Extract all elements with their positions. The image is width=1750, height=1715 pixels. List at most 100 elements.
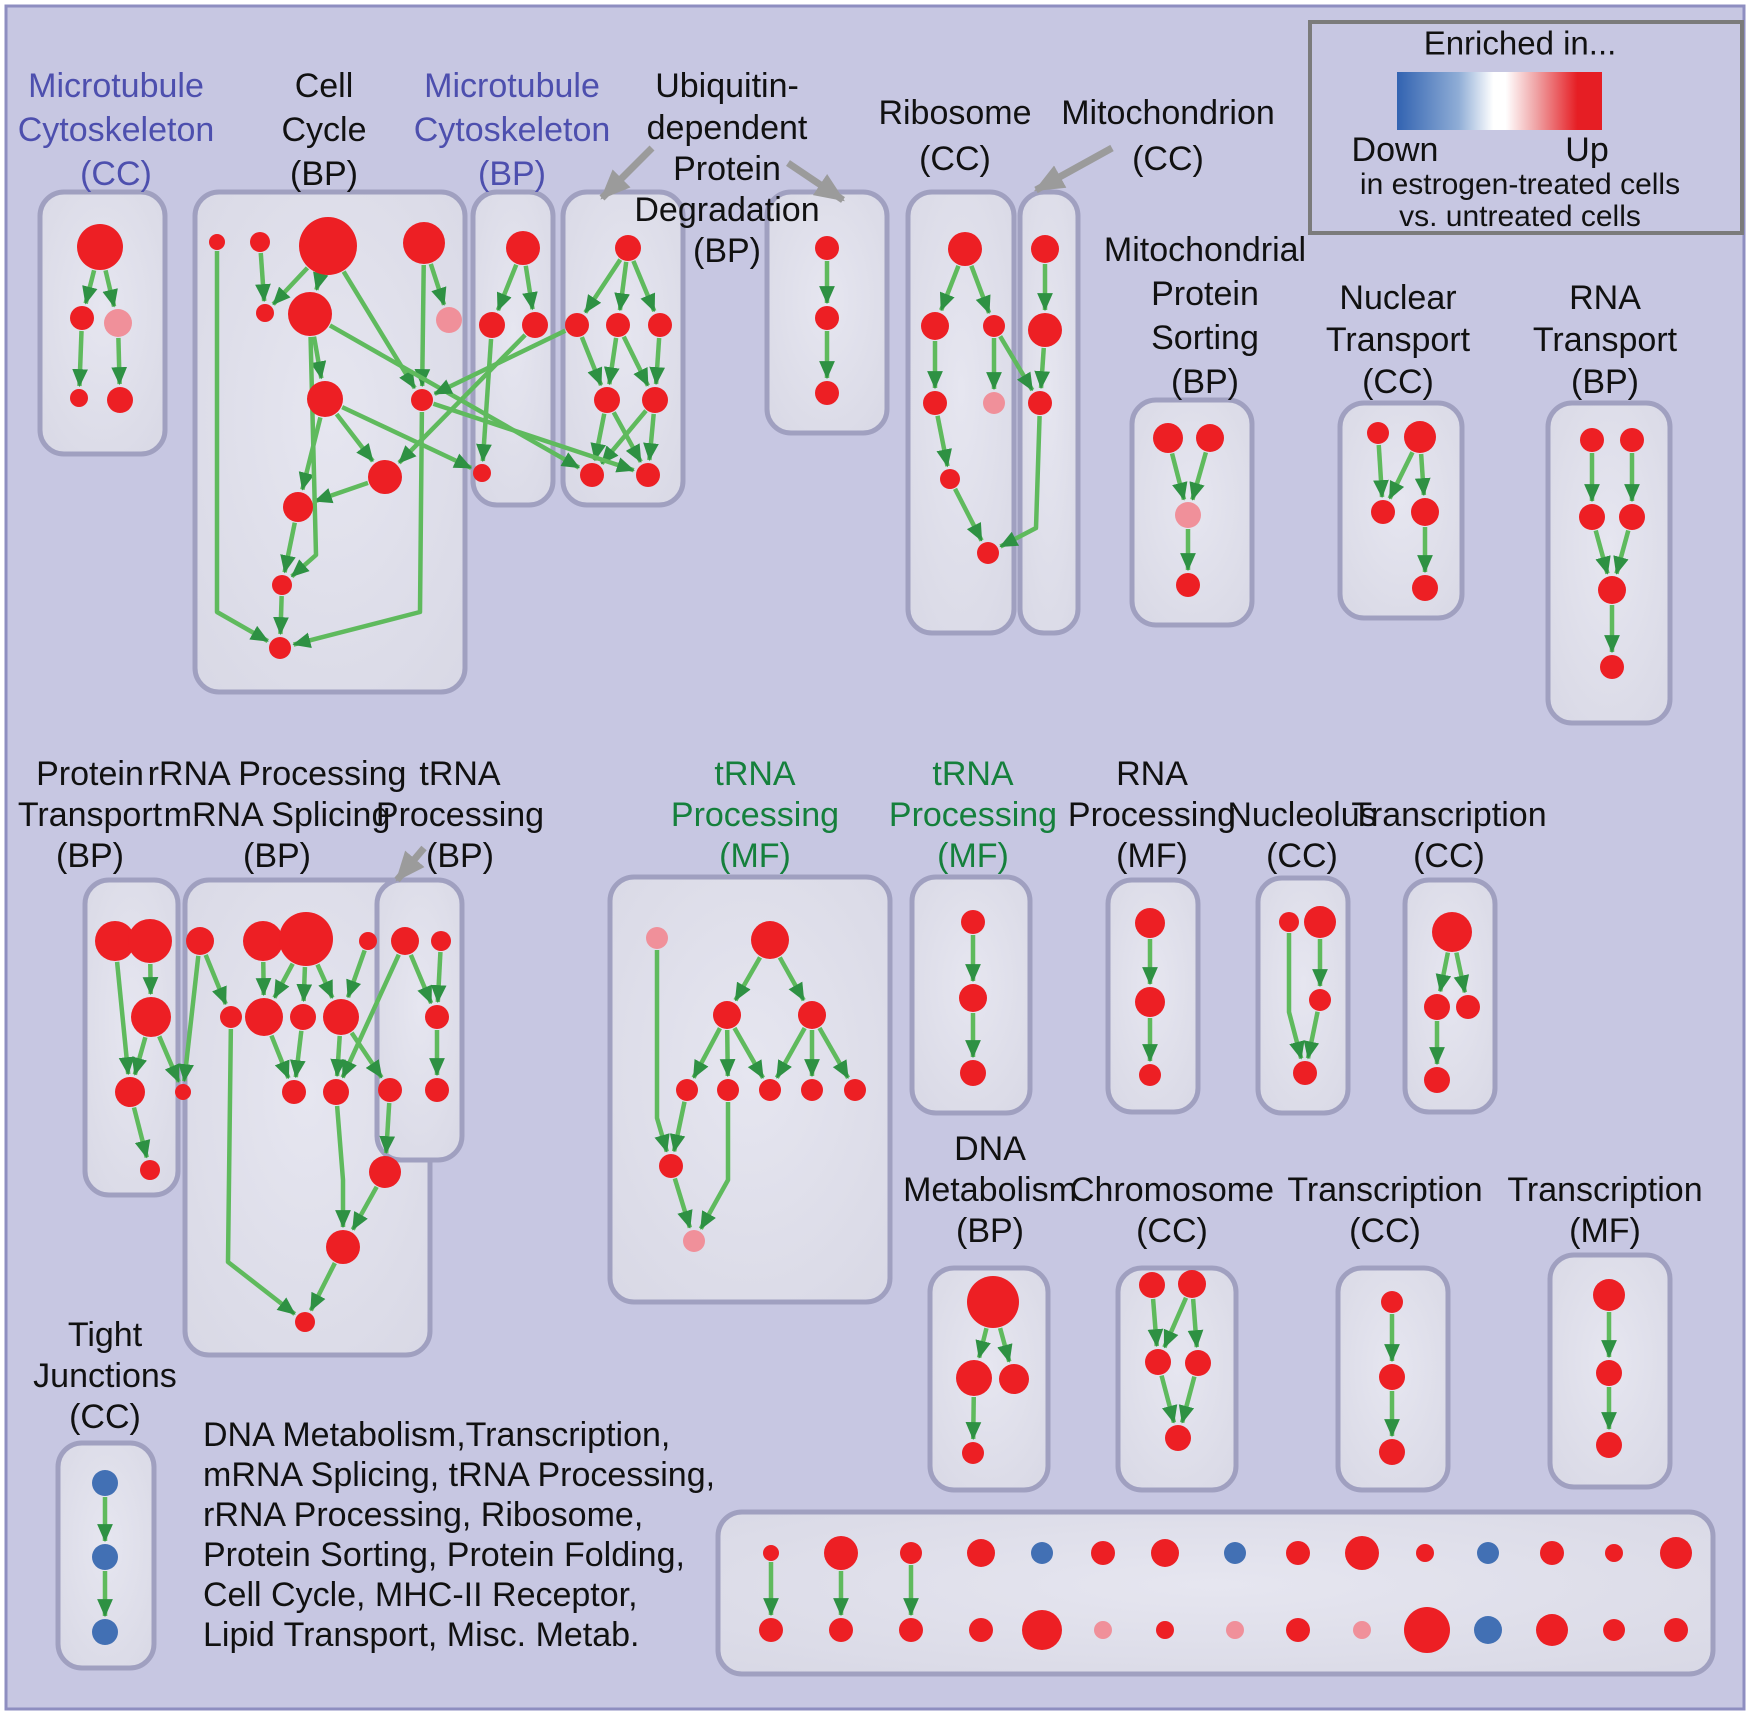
rrna-processing-mrna-splicing-bp-node-g8 [323, 999, 359, 1035]
edge-rrna-processing-mrna-splicing-bp-g3-g6 [272, 962, 295, 999]
rrna-processing-mrna-splicing-bp-node-g3 [279, 912, 333, 966]
mitochondrial-protein-sorting-bp-label: (BP) [1171, 363, 1239, 401]
cell-cycle-bp-node-c9 [411, 389, 433, 411]
tight-junctions-cc-label: (CC) [69, 1398, 141, 1436]
edge-microtubule-cytoskeleton-bp-mb1-mb3 [522, 265, 538, 311]
edge-cross-T4-g11 [379, 1102, 396, 1155]
cell-cycle-bp-label: Cycle [281, 111, 366, 149]
rna-processing-mf-label: Processing [1068, 796, 1236, 834]
misc-cluster-node-mb1 [759, 1618, 783, 1642]
legend-down-label: Down [1352, 131, 1439, 169]
edge-transcription-cc-1-t1-t2 [1435, 952, 1452, 993]
trna-processing-mf-2-node-w2 [959, 984, 987, 1012]
microtubule-cytoskeleton-bp-node-mb2 [479, 312, 505, 338]
transcription-cc-2-node-y1 [1381, 1291, 1403, 1313]
cell-cycle-bp-label: Cell [295, 67, 354, 105]
edge-chromosome-cc-k3-k5 [1159, 1374, 1178, 1424]
trna-processing-mf-1-node-h10 [683, 1230, 705, 1252]
trna-processing-bp-node-T5 [425, 1078, 449, 1102]
trna-processing-bp-node-T3 [425, 1005, 449, 1029]
edge-microtubule-cytoskeleton-cc-B-D [72, 330, 88, 388]
edge-rrna-processing-mrna-splicing-bp-g3-g7 [296, 966, 313, 1003]
edge-trna-processing-mf-1-h4-h9 [669, 1101, 687, 1153]
trna-processing-mf-1-node-h4 [676, 1079, 698, 1101]
edge-dna-metabolism-bp-d1-d3 [997, 1327, 1013, 1363]
protein-transport-bp-label: Protein [36, 755, 144, 793]
mitochondrial-protein-sorting-bp-label: Sorting [1151, 319, 1259, 357]
rrna-processing-mrna-splicing-bp-node-g10 [323, 1079, 349, 1105]
edge-ubiquitin-degradation-bp-1-u1-u3 [614, 261, 630, 312]
misc-cluster-node-mt11 [1416, 1544, 1434, 1562]
dna-metabolism-bp-label: Metabolism [903, 1171, 1077, 1209]
misc-cluster-node-mt6 [1091, 1541, 1115, 1565]
edge-mitochondrial-protein-sorting-bp-p2-p3 [1189, 451, 1209, 501]
edge-rrna-processing-mrna-splicing-bp-g4-g8 [345, 949, 367, 999]
trna-processing-mf-2-label: tRNA [932, 755, 1014, 793]
misc-cluster-node-mt14 [1605, 1544, 1623, 1562]
edge-cross-M3-R7 [999, 415, 1042, 549]
ubiquitin-degradation-bp-2-node-v1 [815, 236, 839, 260]
rna-processing-mf-node-x3 [1139, 1064, 1161, 1086]
edge-ubiquitin-degradation-bp-1-u2-u5 [579, 336, 604, 387]
rna-transport-bp-node-q1 [1580, 428, 1604, 452]
nuclear-transport-cc-label: Nuclear [1339, 279, 1456, 317]
trna-processing-mf-1-node-h7 [801, 1079, 823, 1101]
microtubule-cytoskeleton-bp-label: Cytoskeleton [414, 111, 611, 149]
transcription-mf-node-z1 [1593, 1279, 1625, 1311]
rrna-processing-mrna-splicing-bp-node-g1 [186, 927, 214, 955]
misc-cluster-node-mb4 [969, 1618, 993, 1642]
ubiquitin-degradation-bp-1-label: (BP) [693, 232, 761, 270]
mitochondrion-cc-node-M2 [1028, 313, 1062, 347]
microtubule-cytoskeleton-bp-label: Microtubule [424, 67, 600, 105]
mitochondrial-protein-sorting-bp-node-p3 [1175, 502, 1201, 528]
ubiquitin-degradation-bp-1-node-u8 [636, 463, 660, 487]
edge-rna-transport-bp-q3-q5 [1593, 529, 1611, 575]
edge-cell-cycle-bp-c10-c12 [313, 480, 369, 504]
misc-cluster-node-mt8 [1224, 1542, 1246, 1564]
ubiquitin-degradation-bp-1-node-u6 [642, 387, 668, 413]
edge-microtubule-cytoskeleton-cc-C-E [111, 337, 128, 386]
cell-cycle-bp-node-c14 [269, 637, 291, 659]
misc-cluster-node-mt2 [824, 1536, 858, 1570]
cell-cycle-bp-node-c6 [288, 292, 332, 336]
edge-trna-processing-mf-1-h5-h10 [698, 1102, 731, 1230]
ubiquitin-degradation-bp-1-node-u2 [565, 313, 589, 337]
mitochondrial-protein-sorting-bp-node-p4 [1176, 573, 1200, 597]
protein-transport-bp-node-a1 [95, 921, 135, 961]
dna-metabolism-bp-label: (BP) [956, 1212, 1024, 1250]
nuclear-transport-cc-node-n3 [1371, 500, 1395, 524]
transcription-mf-label: (MF) [1569, 1212, 1641, 1250]
rna-processing-mf-label: RNA [1116, 755, 1188, 793]
ribosome-cc-node-R3 [983, 315, 1005, 337]
ribosome-cc-node-R7 [977, 542, 999, 564]
misc-cluster-node-mb12 [1474, 1616, 1502, 1644]
legend-title: Enriched in... [1424, 25, 1617, 62]
edge-cell-cycle-bp-c3-c6 [313, 271, 329, 291]
protein-transport-bp-label: Transport [18, 796, 163, 834]
edge-ribosome-cc-R1-R3 [969, 265, 992, 314]
ribosome-cc-label: Ribosome [878, 94, 1031, 132]
misc-cluster-node-mt10 [1345, 1536, 1379, 1570]
chromosome-cc-node-k3 [1145, 1349, 1171, 1375]
mitochondrion-cc-label: Mitochondrion [1061, 94, 1275, 132]
misc-cluster-node-mt12 [1477, 1542, 1499, 1564]
transcription-cc-2-node-y3 [1379, 1439, 1405, 1465]
microtubule-cytoskeleton-cc-label: (CC) [80, 155, 152, 193]
nucleolus-cc-node-s2 [1304, 906, 1336, 938]
chromosome-cc-node-k4 [1185, 1350, 1211, 1376]
rna-transport-bp-label: RNA [1569, 279, 1641, 317]
edge-cross-R3-M3 [998, 335, 1035, 392]
rna-transport-bp-node-q4 [1619, 504, 1645, 530]
misc-cluster-node-mt13 [1540, 1541, 1564, 1565]
cell-cycle-bp-label: (BP) [290, 155, 358, 193]
transcription-cc-1-node-t3 [1456, 995, 1480, 1019]
trna-processing-bp-node-T4 [378, 1078, 402, 1102]
edge-ribosome-cc-R4-R6 [935, 415, 952, 468]
nuclear-transport-cc-box [1337, 400, 1465, 621]
edge-ubiquitin-degradation-bp-1-u3-u5 [603, 337, 620, 386]
edge-microtubule-cytoskeleton-cc-A-B [82, 269, 98, 305]
misc-cluster-node-mb8 [1226, 1621, 1244, 1639]
transcription-cc-1-label: (CC) [1413, 837, 1485, 875]
rrna-processing-mrna-splicing-bp-node-g7 [290, 1004, 316, 1030]
edge-rrna-processing-mrna-splicing-bp-g10-g12 [334, 1105, 351, 1229]
